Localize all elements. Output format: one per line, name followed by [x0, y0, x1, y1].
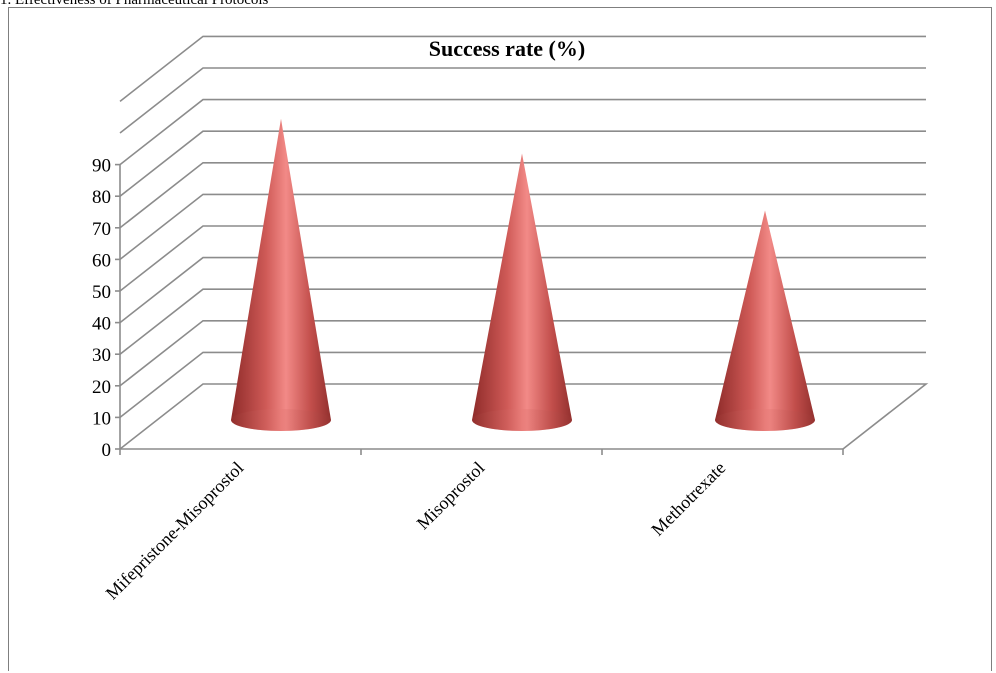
category-label: Methotrexate [647, 458, 729, 540]
cone-base [715, 409, 815, 431]
chart-title: Success rate (%) [429, 36, 585, 61]
ticks-layer: 0 10 20 30 40 50 60 70 80 90 [92, 156, 111, 461]
cone-body [231, 119, 331, 431]
gridline [120, 100, 926, 165]
marks-layer [231, 119, 815, 431]
y-tick-label: 90 [92, 156, 111, 177]
category-label: Misoprostol [413, 458, 489, 534]
cone-base [231, 409, 331, 431]
y-tick-label: 60 [92, 250, 111, 271]
category-labels: Mifepristone-Misoprostol Misoprostol Metho… [102, 458, 730, 604]
y-tick-label: 50 [92, 282, 111, 303]
y-tick-label: 30 [92, 345, 111, 366]
y-tick-label: 20 [92, 377, 111, 398]
category-label: Mifepristone-Misoprostol [102, 458, 248, 604]
cone-base [472, 409, 572, 431]
y-tick-label: 80 [92, 187, 111, 208]
y-tick-label: 0 [102, 440, 112, 461]
cone-bar [231, 119, 331, 431]
y-tick-label: 70 [92, 219, 111, 240]
gridline [120, 68, 926, 133]
y-tick-label: 10 [92, 408, 111, 429]
y-tick-label: 40 [92, 314, 111, 335]
